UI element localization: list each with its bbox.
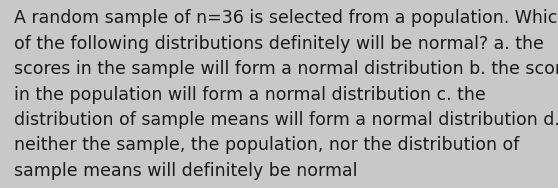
Text: scores in the sample will form a normal distribution b. the scores: scores in the sample will form a normal … xyxy=(14,60,558,78)
Text: sample means will definitely be normal: sample means will definitely be normal xyxy=(14,162,358,180)
Text: A random sample of n=36 is selected from a population. Which: A random sample of n=36 is selected from… xyxy=(14,9,558,27)
Text: of the following distributions definitely will be normal? a. the: of the following distributions definitel… xyxy=(14,35,544,53)
Text: distribution of sample means will form a normal distribution d.: distribution of sample means will form a… xyxy=(14,111,558,129)
Text: in the population will form a normal distribution c. the: in the population will form a normal dis… xyxy=(14,86,485,104)
Text: neither the sample, the population, nor the distribution of: neither the sample, the population, nor … xyxy=(14,136,519,154)
